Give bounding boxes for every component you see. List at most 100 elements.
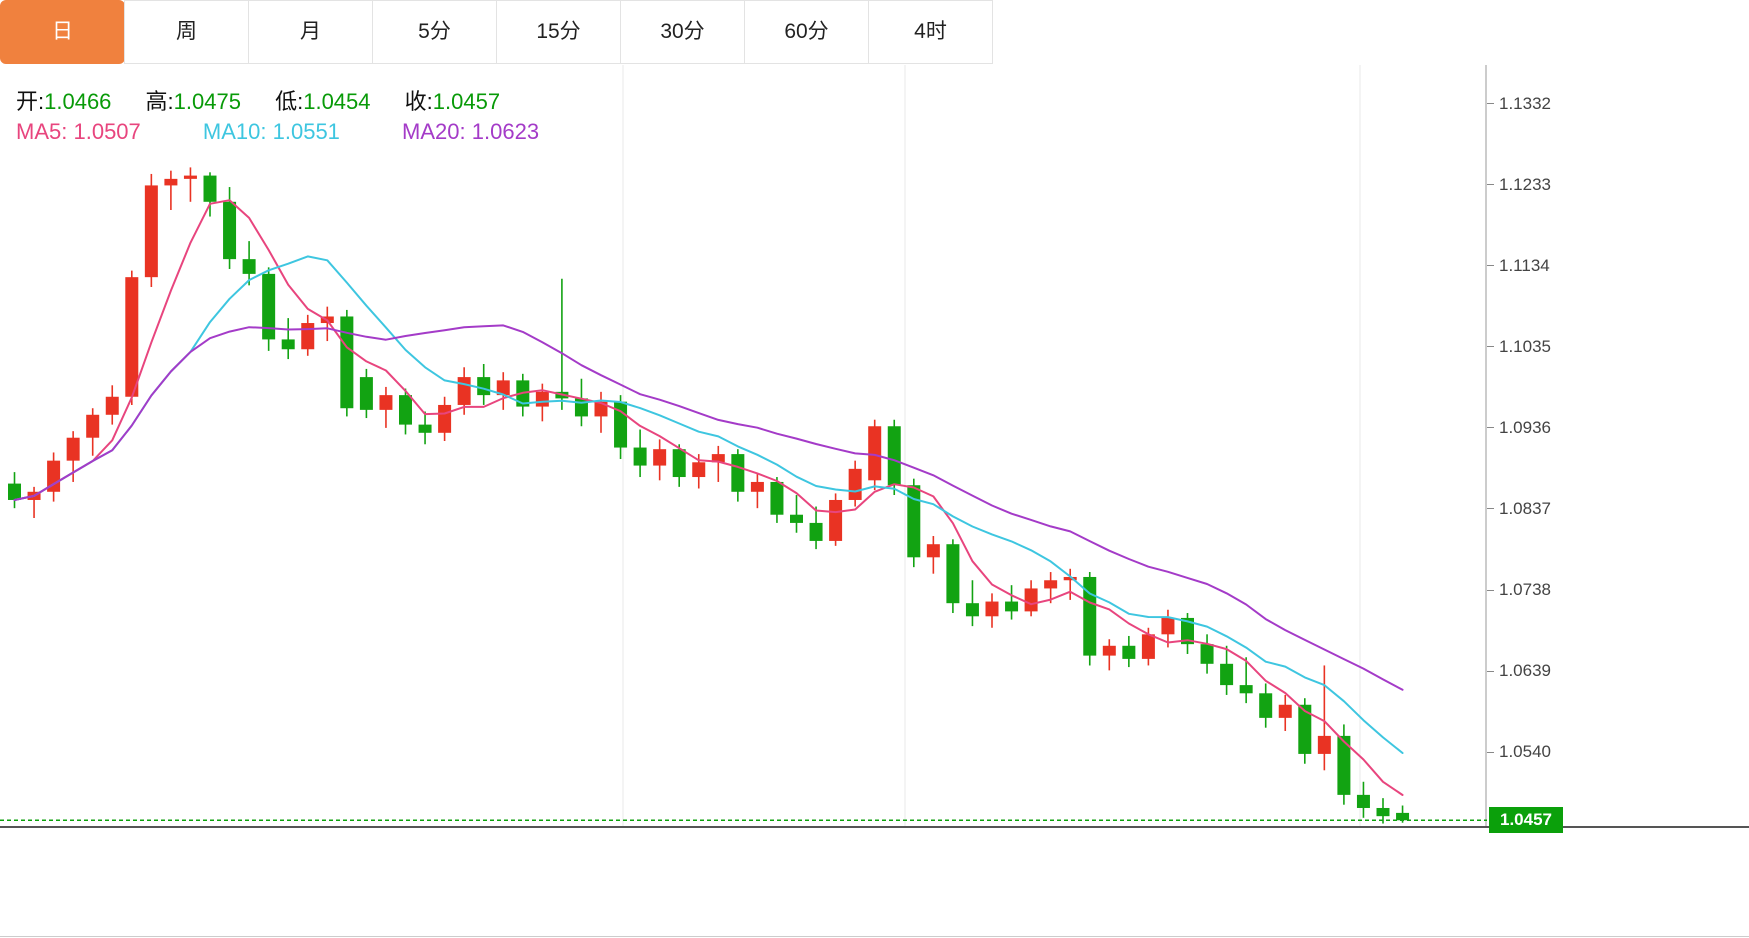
y-axis-label: 1.1233 <box>1487 175 1551 195</box>
candle-body <box>223 201 237 260</box>
candle-body <box>1161 617 1175 635</box>
tab-60min[interactable]: 60分 <box>744 0 869 64</box>
tab-week[interactable]: 周 <box>124 0 249 64</box>
candle-body <box>633 447 647 466</box>
candle-body <box>1220 663 1234 686</box>
y-axis-label: 1.1035 <box>1487 337 1551 357</box>
candle-body <box>1083 576 1097 656</box>
y-axis-label: 1.1134 <box>1487 256 1550 276</box>
candles-group <box>8 167 1410 824</box>
candle-body <box>457 377 471 405</box>
candle-body <box>203 175 217 202</box>
candle-body <box>1259 693 1273 718</box>
chart-canvas[interactable] <box>0 65 1487 826</box>
tab-15min[interactable]: 15分 <box>496 0 621 64</box>
candlestick-chart[interactable] <box>0 65 1487 826</box>
candle-body <box>1024 588 1038 612</box>
candle-body <box>809 522 823 541</box>
y-axis-label: 1.0936 <box>1487 418 1551 438</box>
candle-body <box>672 449 686 478</box>
grid-lines <box>622 65 1487 826</box>
candle-body <box>86 414 100 438</box>
candle-body <box>770 481 784 515</box>
candle-body <box>242 259 256 274</box>
candle-body <box>183 175 197 179</box>
candle-body <box>1396 812 1410 821</box>
tab-5min[interactable]: 5分 <box>372 0 497 64</box>
candle-body <box>985 601 999 617</box>
y-axis-tick <box>1487 751 1494 753</box>
candle-body <box>711 454 725 463</box>
x-axis-area <box>0 828 1749 936</box>
candle-body <box>848 468 862 500</box>
y-axis-label: 1.0837 <box>1487 499 1551 519</box>
timeframe-tabbar: 日 周 月 5分 15分 30分 60分 4时 <box>0 0 993 64</box>
candle-body <box>105 396 119 415</box>
low-value: 低:1.0454 <box>275 89 371 114</box>
candle-body <box>164 178 178 186</box>
candle-body <box>1063 576 1077 581</box>
candle-body <box>125 277 139 397</box>
ma10-line <box>13 255 1404 754</box>
y-axis-tick <box>1487 427 1494 429</box>
candle-body <box>1376 807 1390 817</box>
candle-body <box>574 398 588 417</box>
candle-body <box>1317 735 1331 754</box>
candle-body <box>887 426 901 486</box>
candle-body <box>692 462 706 478</box>
y-axis-tick <box>1487 670 1494 672</box>
candle-body <box>47 460 61 492</box>
candle-body <box>731 454 745 492</box>
open-value: 开:1.0466 <box>16 89 112 114</box>
y-axis-tick <box>1487 184 1494 186</box>
candle-body <box>1200 644 1214 664</box>
candle-body <box>1044 580 1058 589</box>
candle-body <box>340 316 354 409</box>
candle-body <box>965 603 979 617</box>
tab-month[interactable]: 月 <box>248 0 373 64</box>
candle-body <box>144 185 158 278</box>
y-axis-tick <box>1487 346 1494 348</box>
candle-body <box>262 273 276 340</box>
candle-body <box>926 544 940 558</box>
candle-body <box>1181 617 1194 645</box>
candle-body <box>1141 634 1155 659</box>
candle-body <box>8 483 21 500</box>
candle-body <box>946 544 960 604</box>
candle-body <box>790 514 803 523</box>
candle-body <box>1005 601 1019 612</box>
y-axis-label: 1.0540 <box>1487 742 1551 762</box>
candle-body <box>359 377 373 410</box>
candle-body <box>379 395 393 410</box>
ma5-line <box>13 199 1404 796</box>
y-axis-label: 1.1332 <box>1487 94 1551 114</box>
y-axis-tick <box>1487 589 1494 591</box>
current-price-badge: 1.0457 <box>1489 807 1563 834</box>
ohlc-legend: 开:1.0466 高:1.0475 低:1.0454 收:1.0457 <box>16 84 528 116</box>
ma-legend: MA5: 1.0507 MA10: 1.0551 MA20: 1.0623 <box>16 119 595 145</box>
candle-body <box>653 449 667 466</box>
candle-body <box>496 380 510 396</box>
candle-body <box>438 404 452 433</box>
candle-body <box>535 391 549 407</box>
candle-body <box>477 377 491 396</box>
candle-body <box>1102 645 1116 656</box>
candle-body <box>66 437 80 461</box>
candle-body <box>281 339 295 350</box>
ma10-value: MA10: 1.0551 <box>202 119 340 144</box>
candle-body <box>750 481 764 492</box>
tab-4hour[interactable]: 4时 <box>868 0 993 64</box>
page-bottom-divider <box>0 936 1749 937</box>
y-axis-label: 1.0738 <box>1487 580 1551 600</box>
candle-body <box>1356 794 1370 808</box>
x-axis-line <box>0 826 1749 828</box>
candle-body <box>418 424 432 433</box>
tab-day[interactable]: 日 <box>0 0 125 64</box>
candle-body <box>868 426 882 481</box>
close-value: 收:1.0457 <box>404 89 501 114</box>
y-axis-label: 1.0639 <box>1487 661 1551 681</box>
y-axis-tick <box>1487 103 1494 104</box>
high-value: 高:1.0475 <box>145 89 241 114</box>
tab-30min[interactable]: 30分 <box>620 0 745 64</box>
